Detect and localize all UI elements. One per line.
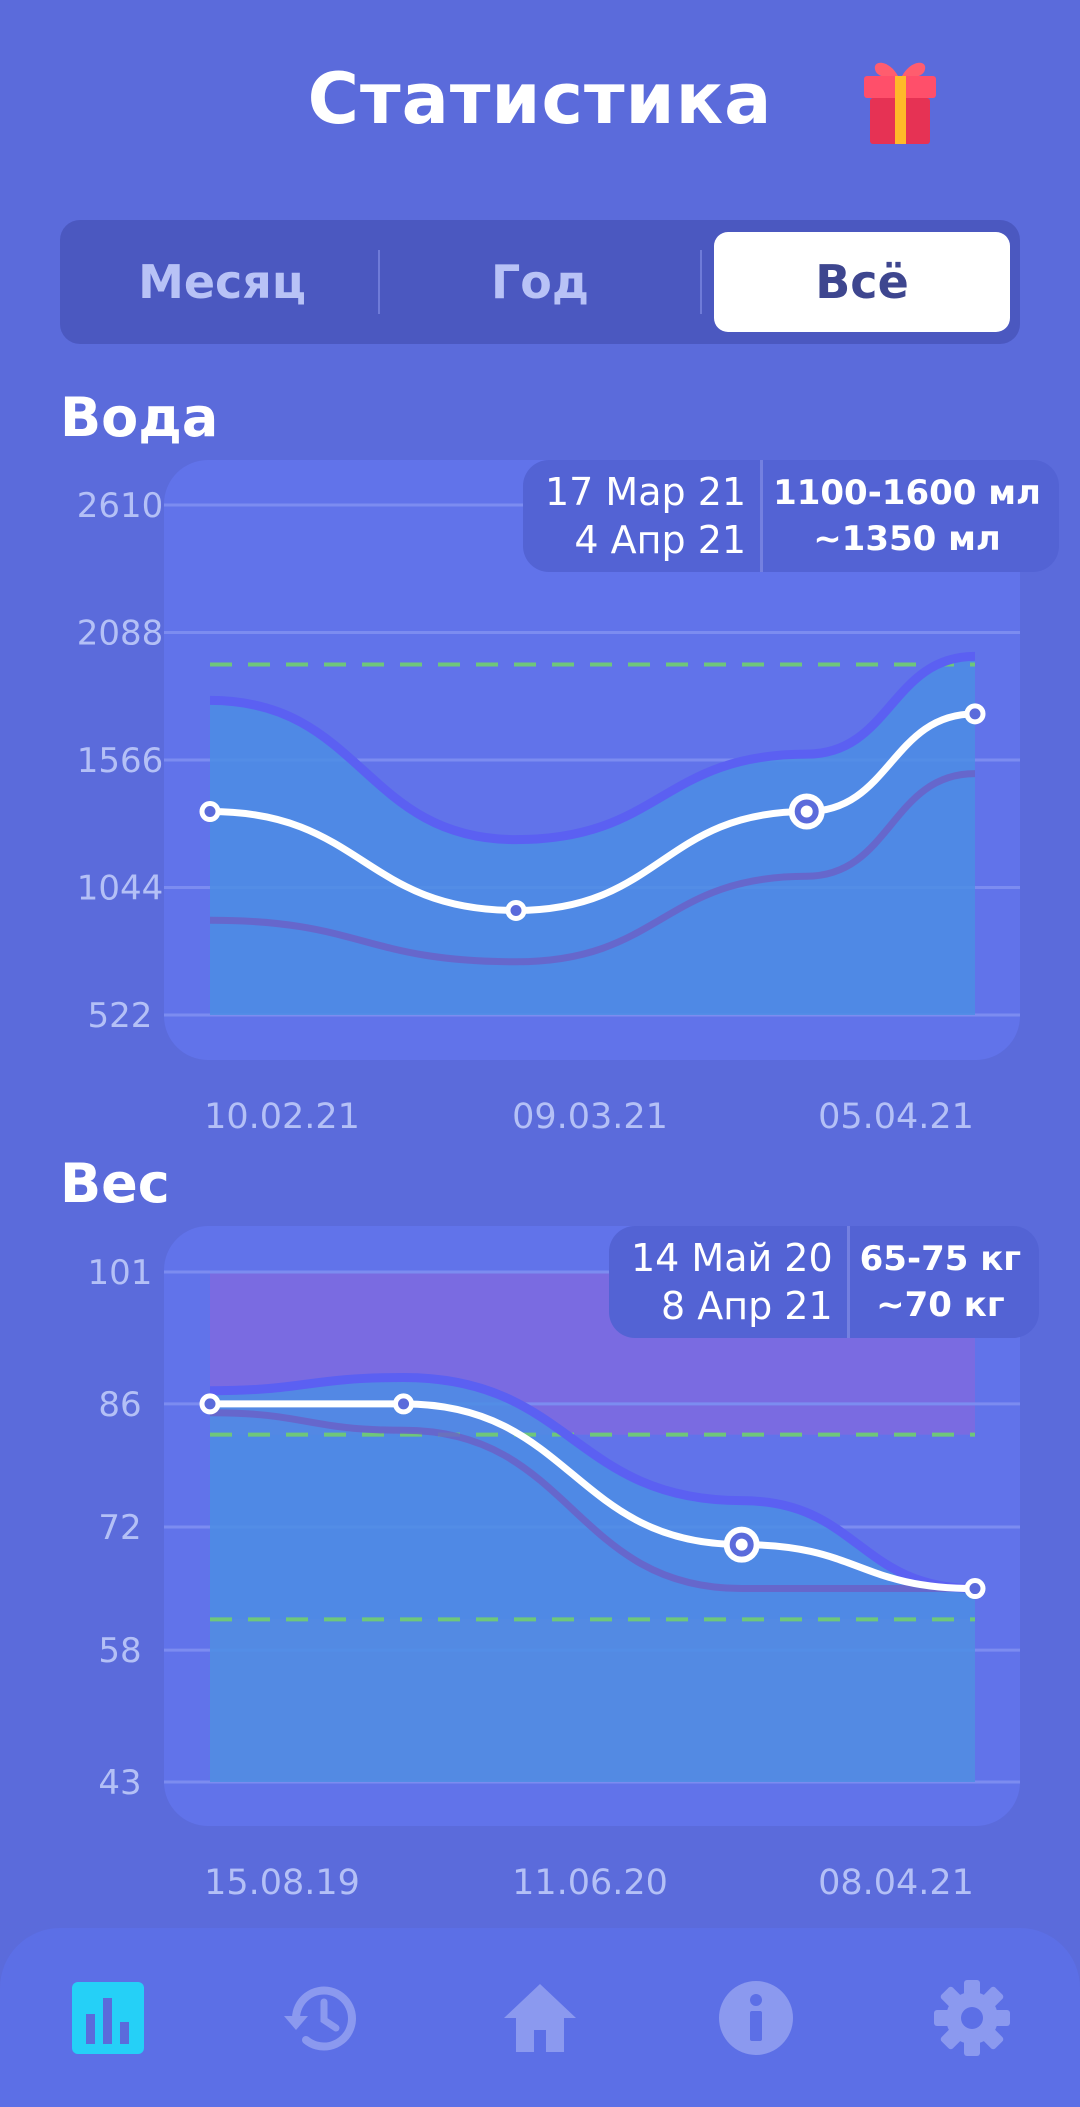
y-tick-label: 58	[98, 1631, 141, 1671]
y-tick-label: 72	[98, 1508, 141, 1548]
weight-section-title: Вес	[60, 1152, 170, 1215]
tab-divider	[378, 250, 380, 314]
min-line	[209, 770, 976, 966]
tab-all[interactable]: Всё	[714, 232, 1010, 332]
tooltip-range: 1100-1600 мл	[773, 473, 1041, 513]
tooltip-date-from: 17 Мар 21	[545, 470, 747, 514]
x-tick-label: 10.02.21	[204, 1097, 360, 1137]
data-point	[199, 1393, 221, 1415]
data-point	[393, 1393, 415, 1415]
tooltip-range: 65-75 кг	[859, 1239, 1022, 1279]
y-tick-label: 2088	[77, 614, 164, 654]
water-chart[interactable]: 2610 2088 1566 1044 522 10.02.21 09.03.21 05.04…	[0, 0, 1080, 1160]
y-tick-label: 101	[88, 1253, 153, 1293]
home-icon[interactable]	[500, 1978, 580, 2058]
tab-divider	[700, 250, 702, 314]
tab-month[interactable]: Месяц	[138, 255, 306, 309]
tooltip-date-from: 14 Май 20	[631, 1236, 833, 1280]
selected-data-point-center	[800, 805, 813, 818]
data-point	[199, 801, 221, 823]
average-line	[209, 710, 976, 914]
tab-year[interactable]: Год	[490, 255, 590, 309]
stats-icon[interactable]	[68, 1978, 148, 2058]
tooltip-date-to: 8 Апр 21	[660, 1284, 833, 1328]
history-icon[interactable]	[282, 1978, 362, 2058]
x-tick-label: 05.04.21	[818, 1097, 974, 1137]
selected-data-point-center	[735, 1538, 748, 1551]
average-line	[210, 1400, 976, 1593]
y-tick-label: 1044	[77, 869, 164, 909]
x-tick-label: 11.06.20	[512, 1863, 668, 1903]
y-tick-label: 43	[98, 1763, 141, 1803]
weight-chart[interactable]: 101 86 72 58 43 15.08.19 11.06.20 08.04.21	[0, 0, 1080, 1920]
data-point	[964, 1578, 986, 1600]
y-tick-label: 2610	[77, 486, 164, 526]
weight-tooltip[interactable]: 14 Май 20 8 Апр 21 65-75 кг ~70 кг	[609, 1226, 1040, 1338]
settings-icon[interactable]	[932, 1978, 1012, 2058]
tooltip-divider	[846, 1226, 850, 1338]
max-area	[210, 656, 975, 1015]
min-line	[209, 1409, 975, 1593]
data-point	[505, 899, 527, 921]
x-tick-label: 15.08.19	[204, 1863, 360, 1903]
max-line	[209, 1373, 976, 1594]
x-tick-label: 08.04.21	[818, 1863, 974, 1903]
y-tick-label: 86	[98, 1385, 141, 1425]
x-tick-label: 09.03.21	[512, 1097, 668, 1137]
max-area	[210, 1377, 975, 1782]
water-section-title: Вода	[60, 386, 219, 449]
tooltip-average: ~1350 мл	[813, 519, 1001, 559]
period-selector: Месяц Год Всё	[60, 220, 1020, 344]
tooltip-divider	[760, 460, 764, 572]
page-title: Статистика	[307, 58, 773, 140]
bottom-navigation	[0, 1928, 1080, 2107]
tooltip-average: ~70 кг	[876, 1285, 1005, 1325]
y-tick-label: 1566	[77, 741, 164, 781]
info-icon[interactable]	[716, 1978, 796, 2058]
data-point	[964, 703, 986, 725]
gift-icon[interactable]	[858, 54, 942, 146]
tooltip-date-to: 4 Апр 21	[574, 518, 747, 562]
y-tick-label: 522	[88, 996, 153, 1036]
water-tooltip[interactable]: 17 Мар 21 4 Апр 21 1100-1600 мл ~1350 мл	[523, 460, 1059, 572]
max-line	[209, 651, 976, 845]
